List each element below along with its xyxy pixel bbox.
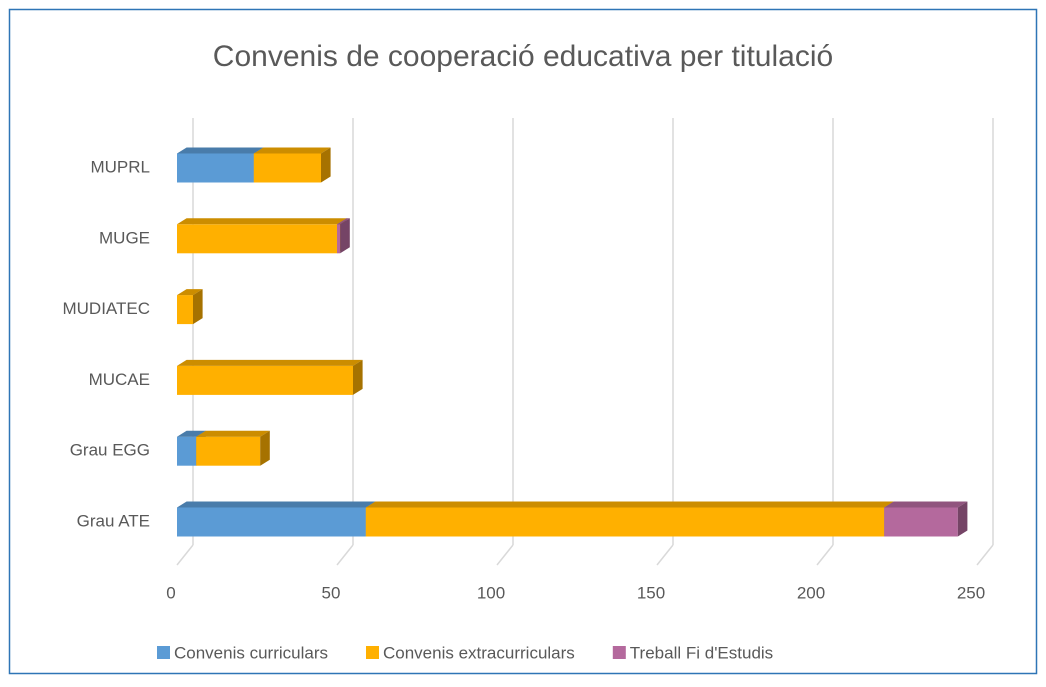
y-tick-label: MUPRL xyxy=(90,157,150,176)
legend-swatch xyxy=(612,646,626,659)
grid-floor-line xyxy=(176,544,194,566)
x-tick-label: 150 xyxy=(637,583,665,602)
bar-side xyxy=(321,147,331,183)
grid-floor-line xyxy=(336,544,354,566)
bar-top xyxy=(177,430,206,437)
grid-floor-line xyxy=(656,544,674,566)
x-tick-label: 0 xyxy=(166,583,175,602)
bar-top xyxy=(196,430,270,437)
bar-top xyxy=(177,359,363,366)
bar xyxy=(884,507,958,537)
bar-top xyxy=(337,218,350,225)
bar-top xyxy=(884,501,968,508)
x-tick-label: 100 xyxy=(477,583,505,602)
bar-side xyxy=(260,430,270,466)
y-tick-label: MUCAE xyxy=(89,370,150,389)
bar-side xyxy=(340,218,350,254)
bar-top xyxy=(177,218,347,225)
grid-floor-line xyxy=(816,544,834,566)
legend-swatch xyxy=(157,646,170,659)
chart-border xyxy=(8,8,1038,675)
grid-floor-line xyxy=(976,544,994,566)
y-tick-label: Grau EGG xyxy=(70,441,150,460)
bar-top xyxy=(177,501,376,508)
bar-top xyxy=(365,501,894,508)
bar xyxy=(365,507,885,537)
bar-top xyxy=(253,147,331,154)
bar xyxy=(177,153,254,183)
bar-side xyxy=(957,501,968,537)
y-tick-label: MUDIATEC xyxy=(62,299,150,318)
bar xyxy=(177,507,366,537)
y-tick-label: MUGE xyxy=(99,228,150,247)
bar xyxy=(196,436,261,466)
x-tick-label: 200 xyxy=(797,583,825,602)
bar xyxy=(177,224,337,254)
x-tick-label: 250 xyxy=(957,583,985,602)
y-tick-label: Grau ATE xyxy=(77,511,150,530)
grid-floor-line xyxy=(496,544,514,566)
bar xyxy=(177,295,193,325)
legend-label: Convenis curriculars xyxy=(174,643,328,662)
bar xyxy=(177,365,353,395)
x-tick-label: 50 xyxy=(322,583,341,602)
chart-title: Convenis de cooperació educativa per tit… xyxy=(213,40,833,73)
bar xyxy=(253,153,321,183)
bar-top xyxy=(177,147,264,154)
legend-swatch xyxy=(366,646,379,659)
bar-top xyxy=(177,289,203,296)
legend-label: Convenis extracurriculars xyxy=(383,643,575,662)
legend-label: Treball Fi d'Estudis xyxy=(630,643,773,662)
bar xyxy=(177,436,197,466)
bar xyxy=(337,224,341,254)
bar-side xyxy=(353,359,363,395)
bar-side xyxy=(193,289,203,325)
